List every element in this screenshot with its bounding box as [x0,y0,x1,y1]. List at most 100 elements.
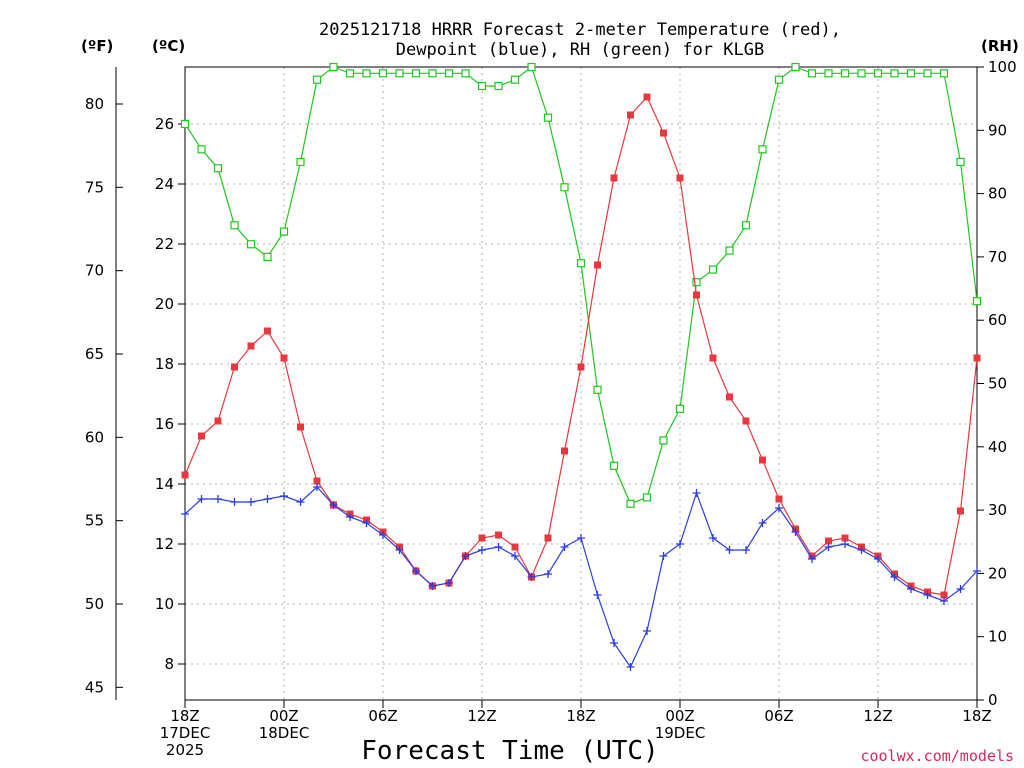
temperature-point [775,495,783,503]
rh-point [956,157,965,167]
temperature-point [495,531,502,539]
dewpoint-point [379,531,387,539]
temperature-point [511,543,519,551]
rh-point [362,69,371,78]
x-axis-label: Forecast Time (UTC) [361,736,658,766]
dewpoint-point [428,582,437,590]
rh-point [378,69,388,78]
rh-point [857,69,866,78]
dewpoint-point [692,489,701,497]
celsius-tick-label: 10 [155,595,174,613]
fahrenheit-tick-label: 60 [85,428,104,446]
rh-point [543,113,553,122]
rh-point [395,69,404,78]
rh-point [329,62,338,72]
rh-point [230,221,239,230]
rh-series [180,62,982,508]
dewpoint-point [478,546,486,554]
temperature-point [957,507,964,515]
rh-tick-label: 40 [988,438,1007,456]
temperature-point [478,534,486,542]
chart-title: 2025121718 HRRR Forecast 2-meter Tempera… [319,20,841,60]
rh-point [461,69,470,78]
dewpoint-point [791,528,800,536]
rh-point [873,69,883,78]
series-layer [180,62,982,671]
time-tick-label: 00Z [665,707,694,725]
dewpoint-point [511,552,519,560]
rh-point [213,164,223,173]
rh-point [527,62,536,72]
dewpoint-point [494,543,503,551]
time-tick-label: 18Z [170,707,199,725]
dewpoint-point [362,519,371,527]
dewpoint-point [610,639,618,647]
chart-title-line-2: Dewpoint (blue), RH (green) for KLGB [396,40,764,60]
fahrenheit-tick-label: 75 [85,178,104,196]
fahrenheit-tick-label: 70 [85,262,104,280]
dewpoint-point [577,534,585,542]
rh-point [246,240,256,249]
dewpoint-point [593,591,602,599]
celsius-tick-label: 20 [155,295,174,313]
dewpoint-point [758,519,767,527]
temperature-point [709,354,717,362]
rh-axis: 0 10 20 30 40 50 60 70 80 90 100 [977,58,1017,709]
dewpoint-point [346,513,354,521]
rh-point [494,81,503,91]
rh-point [824,69,833,78]
temperature-point [594,261,601,269]
temperature-point [726,393,733,401]
rh-point [411,69,421,78]
temperature-point [940,591,948,599]
dewpoint-point [296,498,305,506]
fahrenheit-tick-label: 50 [85,595,104,613]
fahrenheit-tick-label: 65 [85,345,104,363]
fahrenheit-unit-label: (ºF) [81,37,113,55]
rh-point [510,75,520,84]
temperature-point [280,354,288,362]
dewpoint-point [775,504,783,512]
dewpoint-point [197,495,206,503]
dewpoint-point [230,498,239,506]
dewpoint-point [725,546,734,554]
temperature-point [198,432,205,440]
temperature-point [841,534,849,542]
rh-point [939,69,949,78]
temperature-point [247,342,255,350]
rh-point [576,259,586,268]
time-tick-label: 18DEC [259,724,310,742]
rh-tick-label: 80 [988,185,1007,203]
temperature-point [676,174,684,182]
rh-point [725,246,734,255]
fahrenheit-axis: 45 50 55 60 65 70 75 80 [85,95,123,696]
rh-unit-label: (RH) [981,37,1019,55]
rh-point [180,119,190,129]
temperature-point [825,537,832,545]
dewpoint-point [263,495,272,503]
rh-point [279,227,289,236]
rh-point [791,62,800,72]
temperature-point [610,174,618,182]
rh-tick-label: 0 [988,691,998,709]
dewpoint-point [643,627,651,635]
rh-tick-label: 30 [988,501,1007,519]
rh-point [692,278,701,287]
dewpoint-point [973,567,981,575]
dewpoint-point [181,510,189,518]
temperature-point [742,417,750,425]
dewpoint-point [527,573,536,581]
dewpoint-point [329,501,338,509]
dewpoint-point [280,492,288,500]
rh-point [741,221,751,230]
dewpoint-point [445,579,453,587]
rh-tick-label: 10 [988,628,1007,646]
time-tick-label: 06Z [368,707,397,725]
dewpoint-point [824,543,833,551]
fahrenheit-tick-label: 80 [85,95,104,113]
dewpoint-point [841,540,849,548]
celsius-unit-label: (ºC) [152,37,185,55]
dewpoint-point [313,483,321,491]
